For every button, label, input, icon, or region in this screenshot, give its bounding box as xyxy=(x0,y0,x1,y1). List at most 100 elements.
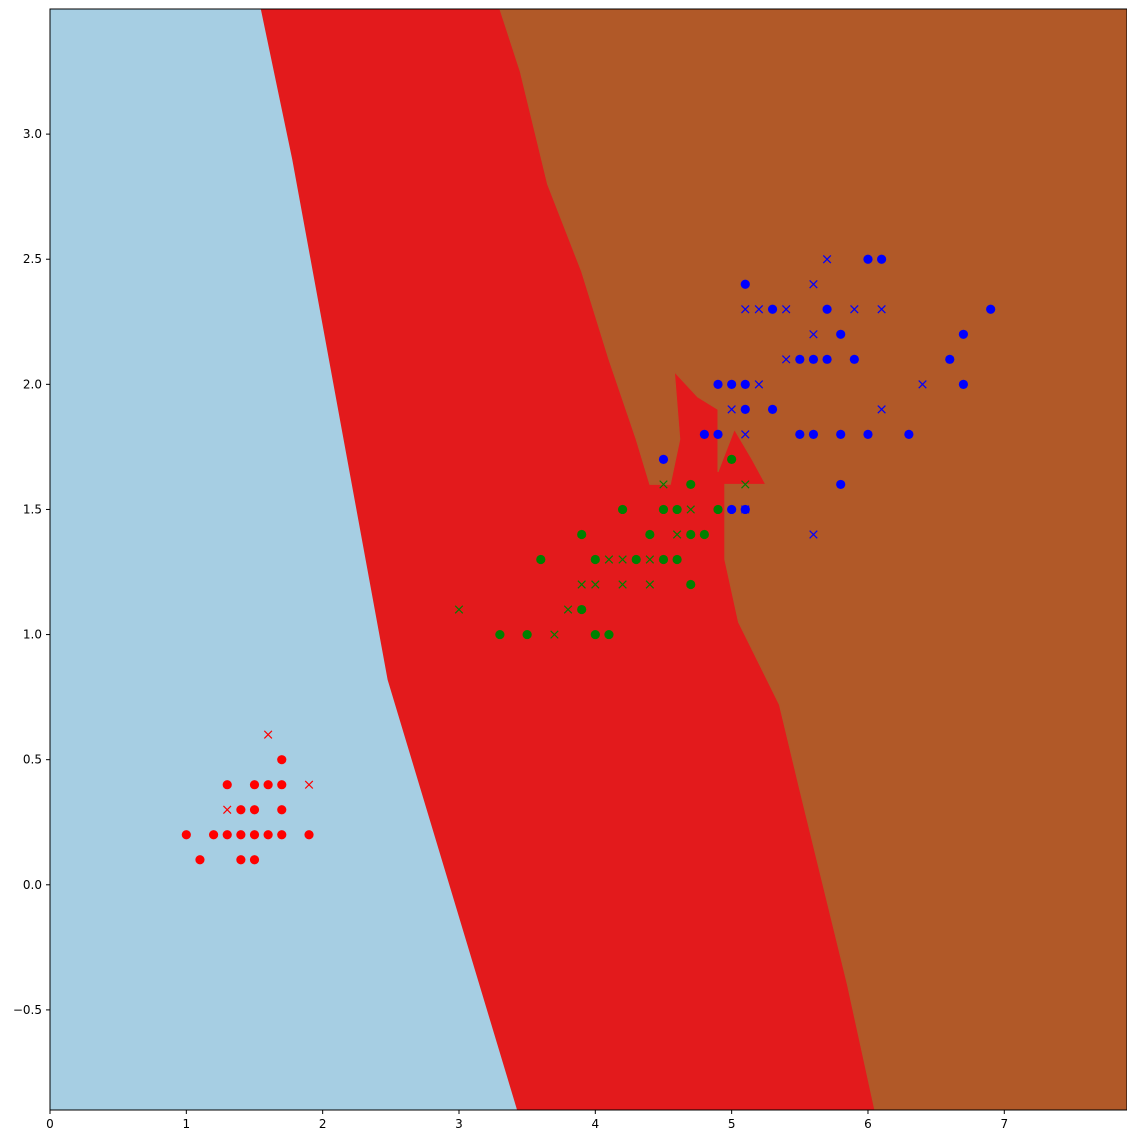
y-tick-label: 0.5 xyxy=(23,753,42,767)
data-point-cross xyxy=(877,405,886,414)
data-point xyxy=(945,354,955,364)
data-point xyxy=(658,454,669,465)
data-point xyxy=(699,429,709,439)
data-point-cross xyxy=(809,330,818,339)
x-tick-label: 4 xyxy=(591,1117,599,1131)
data-point xyxy=(208,830,219,840)
data-point xyxy=(808,429,819,439)
data-point-cross xyxy=(672,530,682,539)
data-point-cross xyxy=(781,355,791,364)
x-tick-label: 2 xyxy=(319,1117,327,1131)
data-point xyxy=(686,579,696,590)
data-point-cross xyxy=(741,480,750,489)
data-point xyxy=(904,429,914,439)
data-point xyxy=(249,805,260,815)
y-tick-label: 2.5 xyxy=(23,252,42,266)
data-point xyxy=(631,554,641,565)
data-point-cross xyxy=(454,605,464,614)
data-point xyxy=(658,504,669,515)
data-point xyxy=(577,529,587,540)
data-point xyxy=(740,379,750,389)
data-point-cross xyxy=(850,305,859,314)
data-point-cross xyxy=(618,580,627,589)
data-point-cross xyxy=(223,805,232,814)
data-point xyxy=(958,329,969,339)
data-point xyxy=(222,780,232,790)
data-point xyxy=(795,354,805,364)
data-point xyxy=(604,629,614,640)
data-point-cross xyxy=(577,580,586,589)
data-point xyxy=(808,354,819,364)
data-point xyxy=(863,429,873,439)
data-point xyxy=(686,529,696,540)
data-point xyxy=(236,830,246,840)
x-tick-label: 1 xyxy=(183,1117,191,1131)
y-tick-label: 0.0 xyxy=(23,878,42,892)
data-point-cross xyxy=(741,430,750,439)
data-point xyxy=(577,604,587,615)
data-point xyxy=(181,830,191,840)
data-point xyxy=(767,404,778,414)
data-point xyxy=(304,830,314,840)
y-axis: −0.5 0.0 0.5 1.0 1.5 2.0 2.5 3.0 xyxy=(13,127,50,1017)
data-point xyxy=(986,304,996,314)
data-point xyxy=(795,429,805,439)
data-point xyxy=(740,404,750,414)
data-point xyxy=(836,479,846,490)
data-point xyxy=(877,254,887,264)
data-point-cross xyxy=(591,580,600,589)
data-point xyxy=(249,830,260,840)
data-point-cross xyxy=(809,530,818,539)
x-tick-label: 6 xyxy=(864,1117,872,1131)
data-point xyxy=(536,554,546,565)
data-point-cross xyxy=(645,580,655,589)
data-point xyxy=(522,629,532,640)
x-tick-label: 5 xyxy=(728,1117,736,1131)
data-point xyxy=(263,830,273,840)
decision-region-2 xyxy=(499,8,1127,1111)
data-point-cross xyxy=(754,305,764,314)
data-point-cross xyxy=(754,380,764,389)
y-tick-label: −0.5 xyxy=(13,1003,42,1017)
data-point xyxy=(249,780,260,790)
data-point xyxy=(767,304,778,314)
axes-frame xyxy=(49,8,1127,1111)
data-point xyxy=(958,379,969,389)
data-point xyxy=(713,429,723,439)
data-point xyxy=(495,629,505,640)
data-point-cross xyxy=(686,505,695,514)
data-point-cross xyxy=(604,555,614,564)
data-point-cross xyxy=(741,505,750,514)
data-point xyxy=(222,830,232,840)
data-point-cross xyxy=(822,255,832,264)
data-point xyxy=(699,529,709,540)
data-point xyxy=(836,329,846,339)
data-point xyxy=(277,755,287,765)
y-tick-label: 3.0 xyxy=(23,127,42,141)
data-point-cross xyxy=(645,555,655,564)
data-point xyxy=(617,504,628,515)
data-point-cross xyxy=(304,780,314,789)
data-point xyxy=(822,304,832,314)
y-tick-label: 1.0 xyxy=(23,628,42,642)
data-point xyxy=(263,780,273,790)
data-point xyxy=(727,504,737,515)
data-point xyxy=(195,855,205,865)
data-point-cross xyxy=(563,605,573,614)
data-point-cross xyxy=(741,305,750,314)
y-tick-label: 2.0 xyxy=(23,377,42,391)
data-point xyxy=(590,554,600,565)
data-point xyxy=(822,354,832,364)
data-point-cross xyxy=(877,305,886,314)
x-tick-label: 7 xyxy=(1000,1117,1008,1131)
data-point xyxy=(277,780,287,790)
data-point xyxy=(277,805,287,815)
data-point xyxy=(236,855,246,865)
x-axis: 0 1 2 3 4 5 6 7 xyxy=(46,1110,1008,1131)
data-point-cross xyxy=(727,405,736,414)
data-point-cross xyxy=(263,730,273,739)
data-point xyxy=(645,529,655,540)
data-point xyxy=(249,855,260,865)
data-points xyxy=(181,254,996,865)
